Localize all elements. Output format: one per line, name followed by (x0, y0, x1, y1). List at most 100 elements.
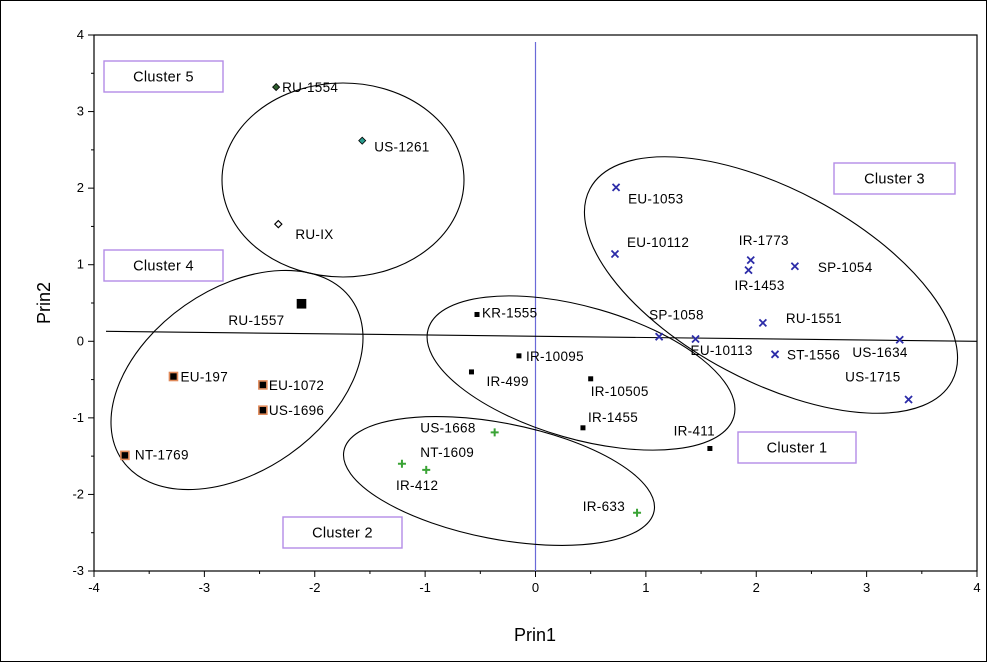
point-sp-1058-marker (654, 332, 664, 341)
point-label-ir-412: IR-412 (396, 478, 438, 493)
point-ru-1557-marker (296, 298, 307, 309)
cluster-box-1 (103, 60, 224, 93)
y-tick-label: 2 (77, 180, 84, 195)
x-tick-label: -2 (309, 580, 321, 595)
data-points (120, 83, 913, 517)
point-us-1715-marker (904, 395, 913, 404)
x-tick-label: 2 (753, 580, 760, 595)
cluster-labels: Cluster 5 Cluster 4 Cluster 3 Cluster 1 Clus… (103, 60, 956, 549)
point-label-us-1696: US-1696 (269, 403, 324, 418)
point-us-1634-marker (895, 335, 904, 344)
point-label-nt-1769: NT-1769 (135, 447, 189, 462)
y-tick-label: -3 (72, 563, 84, 578)
point-ir-10095-marker (516, 353, 522, 359)
point-label-eu-197: EU-197 (180, 370, 228, 385)
cluster-ellipse-5 (342, 416, 656, 546)
x-tick-label: -3 (199, 580, 211, 595)
point-ir-412-marker (397, 459, 406, 468)
point-ir-1773-marker (746, 255, 755, 265)
point-label-st-1556: ST-1556 (787, 347, 840, 362)
point-nt-1609-marker (422, 465, 431, 474)
point-label-eu-1072: EU-1072 (269, 378, 324, 393)
point-ru-1551-marker (758, 318, 768, 328)
cluster-ellipses (110, 82, 959, 546)
y-tick-label: -2 (72, 486, 84, 501)
point-label-ru-ix: RU-IX (295, 227, 333, 242)
point-label-us-1634: US-1634 (852, 345, 908, 360)
point-eu-1053-marker (611, 183, 621, 192)
point-label-eu-10112: EU-10112 (627, 235, 689, 250)
point-ir-10505-marker (588, 376, 594, 382)
point-eu-10113-marker (691, 334, 700, 344)
point-labels: RU-1554 US-1261 RU-IX RU-1557 EU-197 EU-1072 U… (135, 80, 908, 514)
y-tick-label: 1 (77, 257, 84, 272)
point-eu-10112-marker (610, 249, 620, 259)
point-eu-197-marker (168, 371, 179, 382)
reference-lines (105, 42, 978, 571)
x-axis-title: Prin1 (514, 625, 556, 645)
point-us-1696-marker (258, 405, 268, 416)
cluster-ellipse-2 (110, 269, 364, 491)
x-tick-label: -4 (88, 580, 100, 595)
horizontal-reference-line (105, 330, 978, 342)
point-label-us-1715: US-1715 (845, 369, 900, 384)
point-label-ru-1557: RU-1557 (228, 313, 284, 328)
point-label-ir-10505: IR-10505 (591, 384, 649, 399)
cluster-ellipse-4 (426, 295, 736, 451)
point-label-eu-10113: EU-10113 (691, 343, 753, 358)
point-kr-1555-marker (474, 311, 480, 317)
point-label-ru-1551: RU-1551 (786, 311, 842, 326)
point-label-eu-1053: EU-1053 (628, 191, 683, 206)
cluster-ellipse-1 (221, 82, 465, 278)
cluster-label-5: Cluster 2 (312, 526, 373, 542)
point-label-kr-1555: KR-1555 (482, 305, 537, 320)
point-label-ir-1453: IR-1453 (735, 278, 785, 293)
cluster-box-4 (737, 431, 857, 464)
cluster-ellipse-3 (583, 156, 959, 414)
point-ru-1554-marker (272, 83, 281, 92)
point-us-1261-marker (358, 136, 367, 145)
point-label-ir-411: IR-411 (674, 423, 715, 438)
point-eu-1072-marker (258, 380, 268, 390)
point-ru-ix-marker (273, 219, 283, 229)
point-label-nt-1609: NT-1609 (420, 445, 474, 460)
x-tick-label: 3 (863, 580, 870, 595)
cluster-label-3: Cluster 3 (864, 172, 925, 188)
point-label-sp-1058: SP-1058 (649, 308, 704, 323)
point-ir-1455-marker (580, 425, 586, 431)
point-ir-633-marker (633, 508, 642, 517)
cluster-label-1: Cluster 5 (133, 70, 194, 86)
cluster-label-4: Cluster 1 (767, 441, 828, 457)
y-tick-label: 3 (77, 104, 84, 119)
point-ir-411-marker (707, 445, 713, 451)
axis-ticks: -4 -3 -2 -1 0 1 2 3 4 -3 -2 -1 0 1 2 3 4 (72, 27, 980, 595)
cluster-box-5 (282, 516, 403, 549)
x-tick-label: 0 (532, 580, 539, 595)
point-label-us-1668: US-1668 (420, 420, 475, 435)
y-tick-label: 0 (77, 333, 84, 348)
point-nt-1769-marker (120, 450, 130, 461)
point-label-ir-499: IR-499 (486, 374, 528, 389)
cluster-box-2 (103, 249, 224, 282)
point-us-1668-marker (490, 428, 499, 437)
x-tick-label: 4 (973, 580, 980, 595)
point-ir-499-marker (468, 369, 474, 375)
point-label-ir-1455: IR-1455 (588, 410, 638, 425)
point-label-ir-1773: IR-1773 (739, 233, 789, 248)
y-tick-label: 4 (77, 27, 84, 42)
y-axis-title: Prin2 (34, 282, 54, 324)
x-tick-label: -1 (419, 580, 431, 595)
point-label-us-1261: US-1261 (374, 140, 429, 155)
point-label-ir-10095: IR-10095 (526, 349, 584, 364)
y-tick-label: -1 (72, 410, 84, 425)
point-ir-1453-marker (744, 265, 753, 275)
cluster-box-3 (833, 162, 956, 195)
point-sp-1054-marker (790, 262, 800, 271)
point-label-ir-633: IR-633 (583, 499, 625, 514)
x-tick-label: 1 (642, 580, 649, 595)
point-label-ru-1554: RU-1554 (282, 80, 338, 95)
point-st-1556-marker (770, 350, 780, 359)
point-label-sp-1054: SP-1054 (818, 260, 873, 275)
